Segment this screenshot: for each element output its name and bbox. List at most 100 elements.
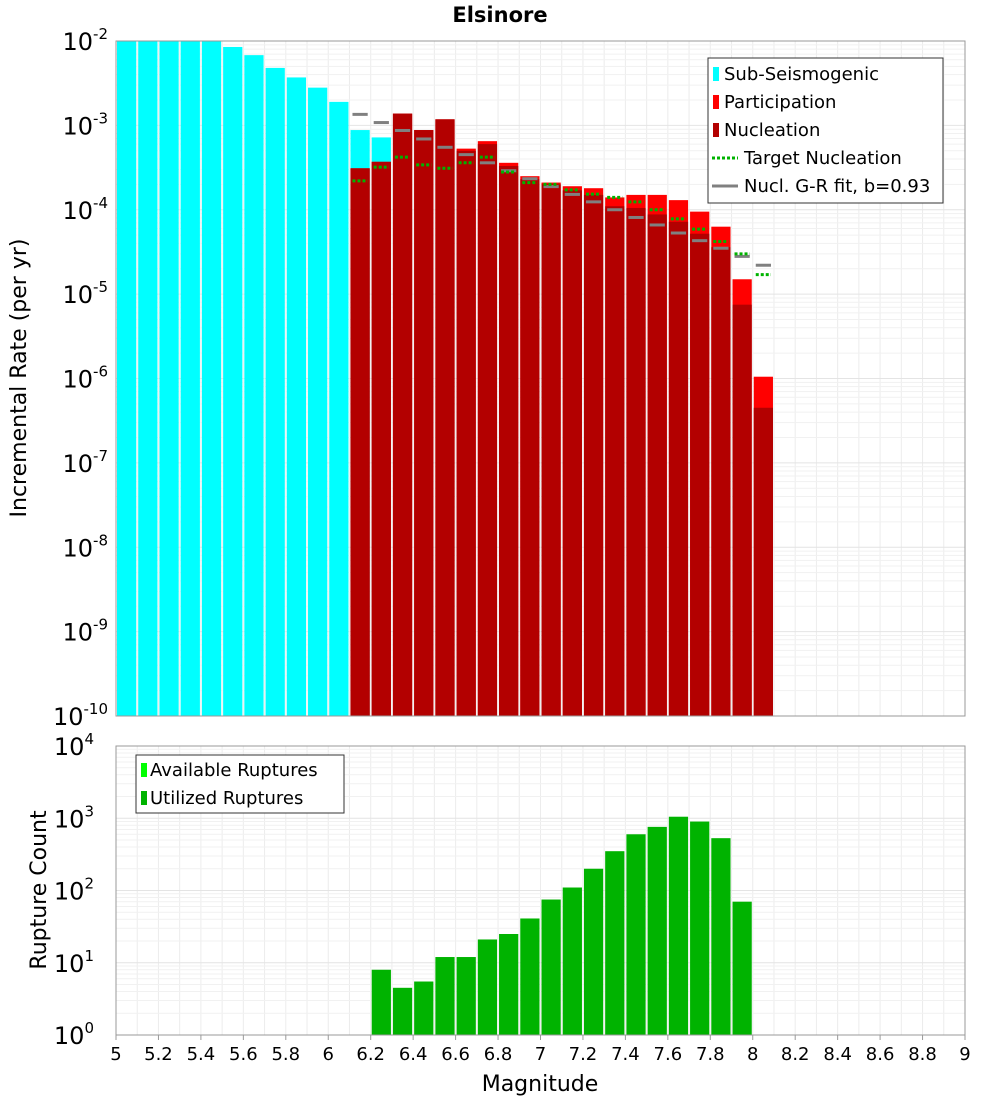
top-y-tick-label: 10-5 (62, 278, 108, 309)
utilized-ruptures-bar (371, 969, 391, 1035)
utilized-ruptures-bar (583, 868, 604, 1035)
top-legend-box (707, 57, 944, 204)
x-axis-title: Magnitude (482, 1072, 599, 1097)
utilized-ruptures-bar (562, 887, 582, 1035)
top-legend: Sub-Seismogenic Participation Nucleation Ta… (707, 57, 944, 204)
bottom-panel: 100 101 102 103 104 5 5.2 5.4 5.6 5.8 6 6.2 6.4 6.6 6.… (54, 730, 971, 1065)
bottom-legend-label: Available Ruptures (150, 760, 318, 781)
utilized-ruptures-bar (711, 838, 731, 1035)
utilized-ruptures-bar (647, 826, 667, 1035)
sub-seismogenic-bar (180, 41, 200, 716)
utilized-ruptures-bar (626, 834, 646, 1035)
x-tick-label: 6.6 (441, 1044, 470, 1065)
top-y-axis-title: Incremental Rate (per yr) (7, 239, 32, 518)
top-y-tick-label: 10-4 (62, 194, 108, 225)
bottom-y-tick-label: 102 (54, 875, 94, 906)
nucleation-bar (583, 194, 604, 716)
nucleation-bar (647, 214, 667, 717)
sub-seismogenic-bar (286, 77, 307, 716)
bottom-y-tick-label: 104 (54, 730, 94, 761)
sub-seismogenic-bar (138, 41, 158, 716)
nucleation-bar (414, 130, 434, 717)
chart-title: Elsinore (452, 3, 547, 27)
utilized-ruptures-bar (456, 957, 476, 1035)
nucleation-bar (690, 233, 710, 716)
top-panel: 10-10 10-9 10-8 10-7 10-6 10-5 10-4 10-3 10-2 Sub… (53, 25, 966, 731)
nucleation-bar (562, 190, 582, 716)
x-tick-label: 8 (747, 1044, 758, 1065)
sub-seismogenic-bar (265, 67, 285, 717)
top-y-tick-label: 10-8 (62, 531, 108, 562)
bottom-y-axis-title: Rupture Count (27, 810, 52, 970)
x-tick-label: 7.4 (611, 1044, 640, 1065)
top-legend-label: Nucl. G-R fit, b=0.93 (744, 176, 930, 197)
utilized-ruptures-bar (668, 816, 689, 1035)
x-tick-label: 5.4 (187, 1044, 216, 1065)
nucleation-bar (392, 113, 413, 717)
x-tick-label: 5 (110, 1044, 121, 1065)
sub-seismogenic-bar (201, 41, 222, 716)
x-tick-label: 7 (535, 1044, 546, 1065)
utilized-ruptures-bar (541, 899, 561, 1035)
x-tick-label: 5.2 (144, 1044, 173, 1065)
top-plot-border (115, 40, 966, 717)
bottom-legend-box (135, 754, 345, 814)
nucleation-bar (499, 166, 519, 717)
top-legend-label: Nucleation (724, 120, 820, 141)
utilized-ruptures-bar (690, 821, 710, 1035)
sub-seismogenic-bar (223, 46, 243, 717)
top-legend-swatch (713, 123, 719, 137)
nucleation-bar (435, 119, 455, 717)
nucleation-bar (456, 150, 476, 716)
x-tick-label: 6.4 (399, 1044, 428, 1065)
x-tick-label: 6.2 (356, 1044, 385, 1065)
bottom-y-tick-label: 100 (54, 1019, 94, 1050)
nucleation-bar (350, 168, 370, 716)
nucleation-bar (541, 184, 561, 717)
bottom-legend: Available Ruptures Utilized Ruptures (135, 754, 345, 814)
top-y-tick-label: 10-7 (62, 447, 108, 478)
top-y-tick-label: 10-2 (62, 25, 108, 56)
sub-seismogenic-bar (329, 101, 349, 716)
nucleation-bar (371, 161, 391, 716)
x-tick-label: 7.2 (569, 1044, 598, 1065)
nucleation-bar (668, 221, 689, 716)
bottom-legend-swatch (141, 763, 147, 777)
top-legend-swatch (713, 67, 719, 81)
nucleation-bar (753, 407, 773, 716)
x-tick-label: 8.8 (908, 1044, 937, 1065)
utilized-ruptures-bar (499, 933, 519, 1035)
x-tick-label: 9 (959, 1044, 970, 1065)
utilized-ruptures-bar (414, 981, 434, 1035)
x-tick-label: 7.6 (654, 1044, 683, 1065)
x-tick-label: 8.4 (823, 1044, 852, 1065)
sub-seismogenic-bar (117, 41, 137, 716)
x-tick-label: 6.8 (484, 1044, 513, 1065)
nucleation-bar (711, 247, 731, 716)
bottom-y-tick-label: 103 (54, 802, 94, 833)
nucleation-bar (626, 207, 646, 716)
top-legend-label: Participation (724, 92, 836, 113)
nucleation-bar (732, 304, 752, 716)
sub-seismogenic-bar (159, 41, 179, 716)
top-legend-swatch (713, 95, 719, 109)
top-y-tick-label: 10-10 (53, 700, 108, 731)
top-y-tick-label: 10-9 (62, 616, 108, 647)
nucleation-bar (605, 206, 625, 716)
nucleation-bar (477, 144, 498, 716)
bottom-legend-swatch (141, 791, 147, 805)
x-tick-label: 6 (323, 1044, 334, 1065)
x-tick-label: 5.8 (271, 1044, 300, 1065)
x-tick-label: 5.6 (229, 1044, 258, 1065)
bottom-legend-label: Utilized Ruptures (150, 788, 303, 809)
sub-seismogenic-bar (308, 87, 328, 716)
top-y-tick-label: 10-6 (62, 363, 108, 394)
utilized-ruptures-bar (520, 918, 540, 1035)
x-tick-label: 8.6 (866, 1044, 895, 1065)
utilized-ruptures-bar (477, 939, 498, 1035)
nucleation-bar (520, 179, 540, 716)
top-legend-label: Sub-Seismogenic (724, 64, 879, 85)
sub-seismogenic-bar (244, 55, 264, 716)
